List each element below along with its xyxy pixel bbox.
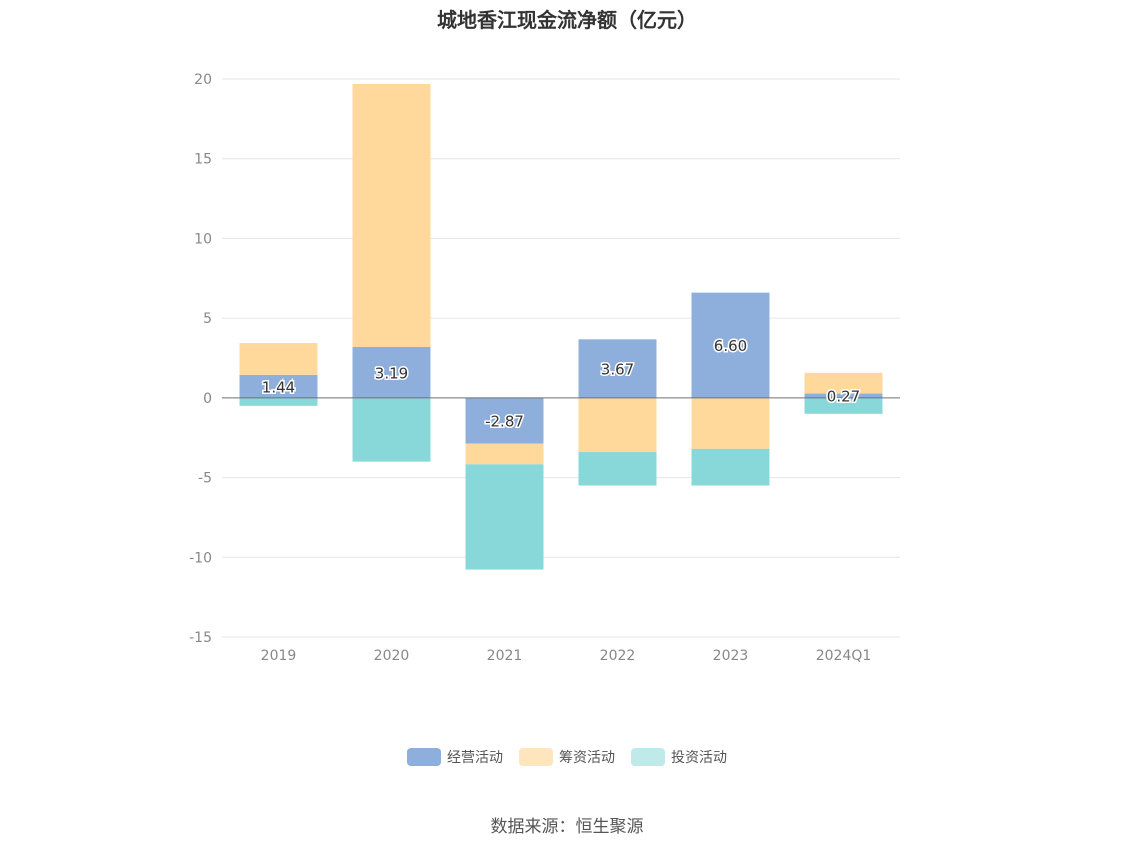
bar-series0[interactable] [691, 292, 770, 398]
y-tick-label: 10 [194, 231, 212, 247]
y-tick-label: -15 [189, 630, 212, 646]
data-label: 3.19 [375, 364, 408, 382]
legend-swatch-investing [631, 748, 665, 766]
bar-series0[interactable] [578, 339, 657, 398]
bars [239, 83, 883, 570]
x-tick-label: 2022 [600, 648, 636, 664]
data-label: 0.27 [827, 388, 860, 406]
legend-swatch-operating [407, 748, 441, 766]
chart-title: 城地香江现金流净额（亿元） [437, 8, 697, 32]
legend-label-operating: 经营活动 [447, 750, 503, 766]
legend-swatch-financing [519, 748, 553, 766]
bar-series1[interactable] [352, 83, 431, 347]
legend-item-investing[interactable]: 投资活动 [631, 747, 727, 767]
x-tick-label: 2019 [261, 648, 297, 664]
y-tick-label: 0 [203, 391, 212, 407]
bar-series2[interactable] [352, 397, 431, 462]
axes: 20 15 10 5 0 -5 -10 -15 2019 2020 2021 2022 2023 2024… [189, 72, 900, 664]
bar-series1[interactable] [239, 343, 318, 375]
bar-series1[interactable] [691, 397, 770, 449]
x-tick-label: 2023 [713, 648, 749, 664]
y-tick-label: -5 [198, 471, 212, 487]
data-label: 1.44 [262, 378, 295, 396]
bar-series0[interactable] [465, 397, 544, 444]
legend-label-investing: 投资活动 [671, 750, 727, 766]
data-label: -2.87 [485, 413, 524, 431]
x-tick-label: 2024Q1 [816, 648, 872, 664]
data-label: 6.60 [714, 337, 747, 355]
y-tick-label: 15 [194, 152, 212, 168]
bar-series0[interactable] [352, 346, 431, 398]
data-labels: 1.44 3.19 -2.87 3.67 6.60 0.27 [260, 336, 861, 432]
bar-series2[interactable] [804, 397, 883, 414]
data-label: 3.67 [601, 361, 634, 379]
grid-lines [222, 78, 900, 638]
bar-series1[interactable] [578, 397, 657, 453]
bar-series0[interactable] [804, 393, 883, 398]
y-tick-label: 5 [203, 311, 212, 327]
x-tick-label: 2021 [487, 648, 523, 664]
bar-series2[interactable] [239, 397, 318, 406]
legend: 经营活动 筹资活动 投资活动 [0, 747, 1134, 767]
bar-series2[interactable] [691, 448, 770, 486]
bar-series2[interactable] [465, 464, 544, 570]
y-tick-label: -10 [189, 550, 212, 566]
bar-series1[interactable] [465, 443, 544, 465]
data-source: 数据来源：恒生聚源 [490, 817, 644, 837]
y-tick-label: 20 [194, 72, 212, 88]
legend-item-financing[interactable]: 筹资活动 [519, 747, 615, 767]
legend-label-financing: 筹资活动 [559, 750, 615, 766]
bar-series0[interactable] [239, 374, 318, 398]
bar-series2[interactable] [578, 452, 657, 486]
legend-item-operating[interactable]: 经营活动 [407, 747, 503, 767]
bar-series1[interactable] [804, 372, 883, 394]
x-tick-label: 2020 [374, 648, 410, 664]
